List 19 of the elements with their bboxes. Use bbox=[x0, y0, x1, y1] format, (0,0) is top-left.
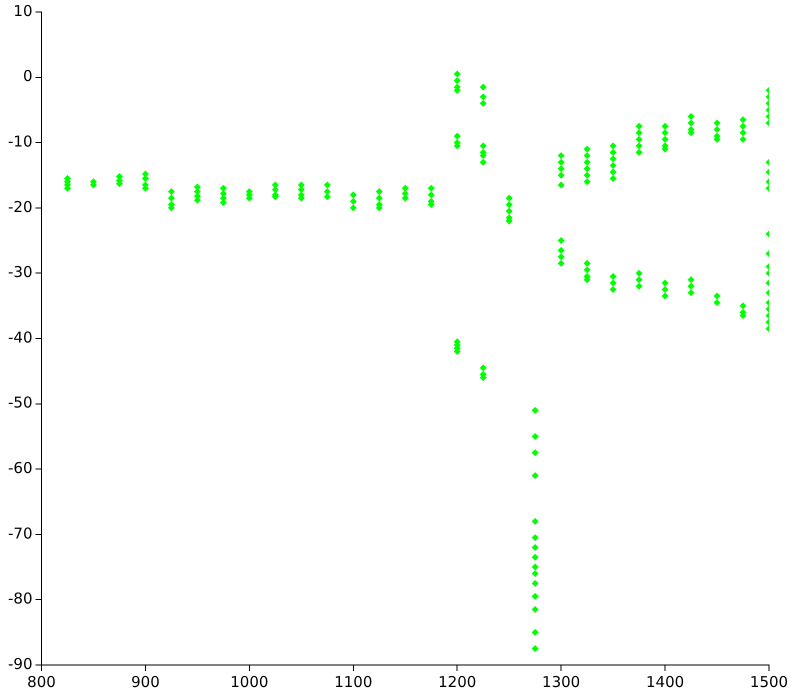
y-tick-label: -20 bbox=[8, 198, 32, 216]
y-tick-label: -70 bbox=[8, 524, 32, 542]
x-tick-label: 1000 bbox=[230, 672, 268, 691]
x-tick-label: 1300 bbox=[542, 672, 580, 691]
y-tick-label: -30 bbox=[8, 263, 32, 282]
y-tick-label: -50 bbox=[8, 394, 32, 412]
x-tick-label: 1500 bbox=[750, 672, 788, 691]
y-tick-label: -40 bbox=[8, 328, 32, 346]
y-tick-label: -80 bbox=[8, 590, 32, 608]
x-tick-label: 1100 bbox=[334, 672, 372, 691]
y-tick-label: 10 bbox=[13, 2, 32, 20]
y-tick-label: -90 bbox=[8, 654, 32, 673]
y-tick-label: -10 bbox=[8, 132, 32, 150]
x-tick-label: 1200 bbox=[438, 672, 476, 691]
x-tick-label: 800 bbox=[27, 672, 56, 691]
x-tick-label: 1400 bbox=[646, 672, 684, 691]
y-tick-label: 0 bbox=[22, 67, 32, 86]
y-tick-label: -60 bbox=[8, 458, 32, 477]
x-tick-label: 900 bbox=[131, 672, 160, 691]
